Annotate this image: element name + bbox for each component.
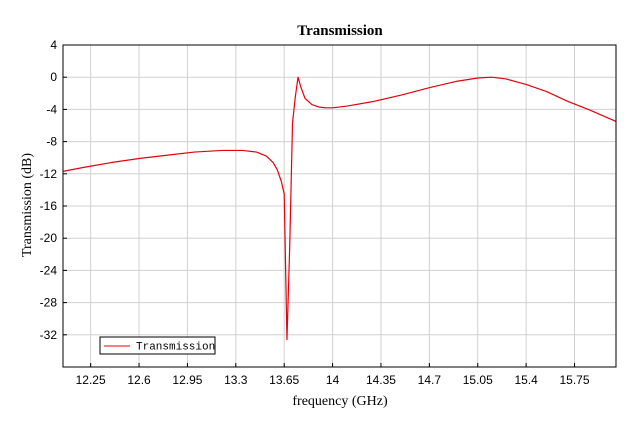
y-tick-label: -4 (46, 102, 57, 116)
x-tick-label: 13.3 (224, 373, 248, 387)
y-tick-label: -16 (40, 199, 58, 213)
y-tick-label: -12 (40, 167, 58, 181)
x-axis-label: frequency (GHz) (292, 394, 388, 409)
x-tick-label: 12.95 (172, 373, 202, 387)
legend-box (99, 336, 216, 355)
x-axis: 12.25 12.6 12.95 13.3 13.65 14 14.35 14.7 15.05 1… (76, 363, 590, 387)
series-line-transmission (62, 76, 617, 341)
series-layer (62, 76, 617, 341)
x-tick-label: 14 (326, 373, 340, 387)
chart-title: Transmission (297, 23, 383, 39)
x-tick-label: 12.6 (127, 373, 151, 387)
y-tick-label: -32 (40, 328, 58, 342)
x-tick-label: 13.65 (269, 373, 299, 387)
y-tick-label: -20 (40, 231, 58, 245)
legend-label-transmission: Transmission (136, 342, 215, 354)
y-tick-label: -24 (40, 263, 58, 277)
grid-lines (63, 44, 616, 367)
y-tick-label: -8 (46, 135, 57, 149)
x-tick-label: 12.25 (76, 373, 106, 387)
y-tick-label: -28 (40, 296, 58, 310)
x-tick-label: 15.75 (560, 373, 590, 387)
x-tick-label: 15.05 (463, 373, 493, 387)
y-tick-label: 0 (50, 70, 57, 84)
x-tick-label: 15.4 (514, 373, 538, 387)
legend: Transmission (99, 336, 216, 355)
y-axis-label: Transmission (dB) (20, 153, 35, 257)
y-axis: 4 0 -4 -8 -12 -16 -20 -24 -28 -32 (40, 38, 67, 342)
x-tick-label: 14.35 (366, 373, 396, 387)
y-tick-label: 4 (50, 38, 57, 52)
x-tick-label: 14.7 (418, 373, 442, 387)
